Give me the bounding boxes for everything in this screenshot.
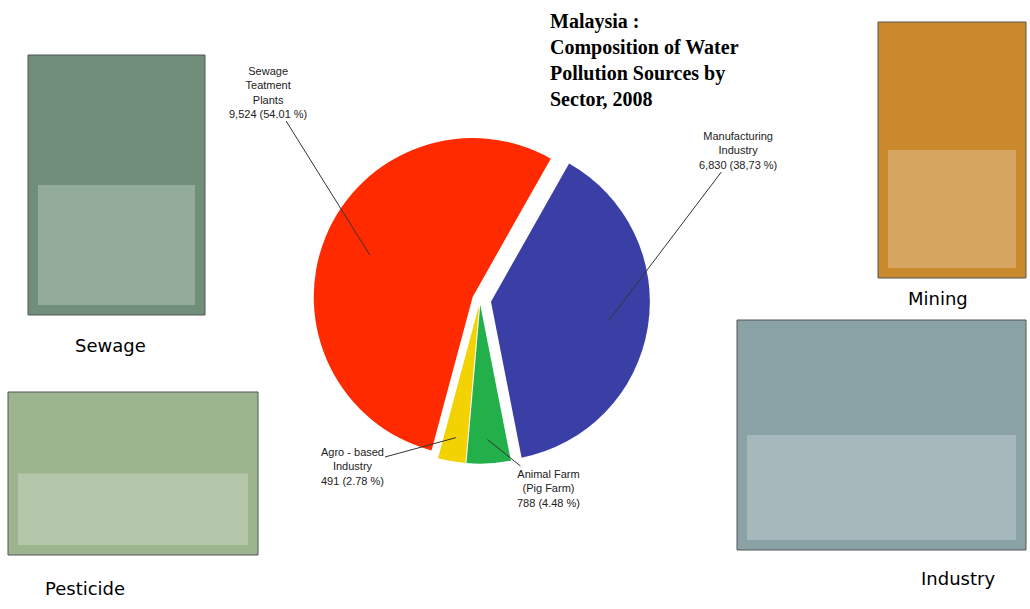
svg-text:Industry: Industry	[921, 568, 995, 589]
svg-text:Malaysia :Composition of Water: Malaysia :Composition of WaterPollution …	[550, 10, 739, 110]
svg-text:Mining: Mining	[908, 288, 968, 309]
svg-text:Sewage: Sewage	[75, 335, 146, 356]
svg-text:Animal Farm(Pig Farm)788 (4.48: Animal Farm(Pig Farm)788 (4.48 %)	[517, 468, 580, 509]
svg-text:Pesticide: Pesticide	[45, 578, 125, 599]
svg-text:SewageTeatmentPlants9,524 (54.: SewageTeatmentPlants9,524 (54.01 %)	[229, 65, 307, 120]
svg-text:Agro - basedIndustry491 (2.78: Agro - basedIndustry491 (2.78 %)	[321, 446, 384, 487]
svg-text:ManufacturingIndustry6,830 (38: ManufacturingIndustry6,830 (38,73 %)	[699, 130, 777, 171]
